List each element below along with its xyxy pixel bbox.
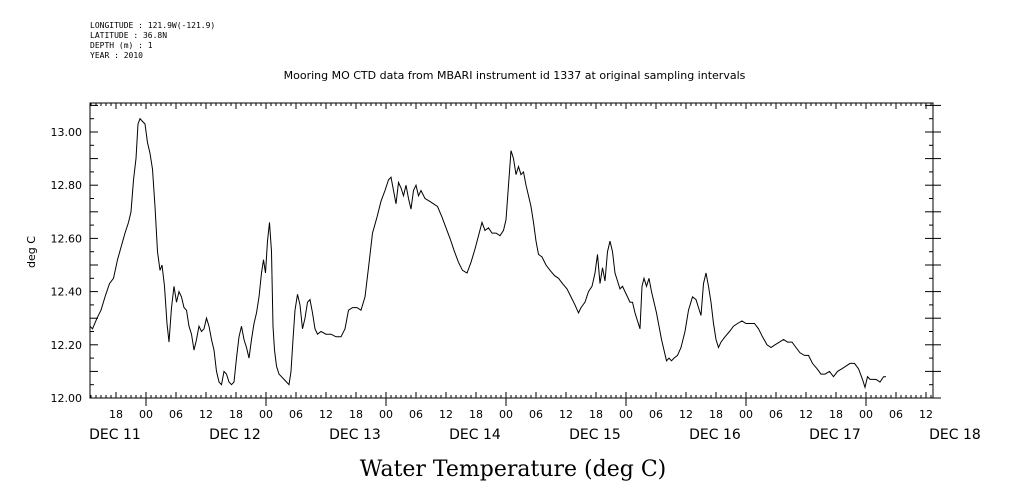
x-tick-label: 06 [889, 408, 903, 421]
x-tick-label: 18 [229, 408, 243, 421]
day-label: DEC 13 [329, 427, 381, 443]
x-tick-label: 12 [319, 408, 333, 421]
station-metadata: LONGITUDE : 121.9W(-121.9) LATITUDE : 36… [90, 21, 215, 61]
y-tick-label: 12.40 [51, 286, 83, 299]
x-tick-label: 18 [589, 408, 603, 421]
x-tick-label: 18 [349, 408, 363, 421]
y-tick-label: 12.00 [51, 392, 83, 405]
day-labels: DEC 11 DEC 12 DEC 13 DEC 14 DEC 15 DEC 16 DEC … [89, 427, 981, 443]
x-tick-label: 12 [919, 408, 933, 421]
day-label: DEC 14 [449, 427, 501, 443]
y-tick-label: 12.80 [51, 179, 83, 192]
x-tick-label: 12 [679, 408, 693, 421]
x-tick-label: 00 [859, 408, 873, 421]
x-tick-label: 00 [259, 408, 273, 421]
x-tick-label: 06 [529, 408, 543, 421]
day-label: DEC 17 [809, 427, 861, 443]
x-tick-label: 06 [649, 408, 663, 421]
day-label: DEC 11 [89, 427, 141, 443]
x-tick-label: 06 [769, 408, 783, 421]
axis-ticks [90, 103, 941, 406]
day-label: DEC 18 [929, 427, 981, 443]
x-tick-label: 12 [199, 408, 213, 421]
x-tick-label: 00 [139, 408, 153, 421]
temperature-series-line [89, 117, 886, 390]
day-label: DEC 15 [569, 427, 621, 443]
x-axis-label: Water Temperature (deg C) [360, 457, 667, 482]
x-tick-label: 18 [829, 408, 843, 421]
y-tick-labels: 12.00 12.20 12.40 12.60 12.80 13.00 [51, 126, 83, 405]
x-tick-labels: 18 00 06 12 18 00 06 12 18 00 06 12 18 00 06 12 18 00 06 12… [109, 408, 933, 421]
latitude-label: LATITUDE : 36.8N [90, 31, 168, 40]
x-tick-label: 00 [499, 408, 513, 421]
year-label: YEAR : 2010 [90, 51, 143, 60]
day-label: DEC 12 [209, 427, 261, 443]
x-tick-label: 12 [439, 408, 453, 421]
y-tick-label: 12.60 [51, 232, 83, 245]
y-tick-label: 13.00 [51, 126, 83, 139]
y-axis-label: deg C [25, 236, 38, 268]
longitude-label: LONGITUDE : 121.9W(-121.9) [90, 21, 216, 30]
depth-label: DEPTH (m) : 1 [90, 41, 153, 50]
x-tick-label: 06 [289, 408, 303, 421]
x-tick-label: 06 [169, 408, 183, 421]
x-tick-label: 18 [469, 408, 483, 421]
x-tick-label: 18 [709, 408, 723, 421]
x-tick-label: 06 [409, 408, 423, 421]
x-tick-label: 18 [109, 408, 123, 421]
x-tick-label: 00 [379, 408, 393, 421]
plot-frame [89, 102, 934, 399]
x-tick-label: 00 [739, 408, 753, 421]
y-tick-label: 12.20 [51, 339, 83, 352]
x-tick-label: 00 [619, 408, 633, 421]
x-tick-label: 12 [799, 408, 813, 421]
day-label: DEC 16 [689, 427, 741, 443]
x-tick-label: 12 [559, 408, 573, 421]
chart-title: Mooring MO CTD data from MBARI instrumen… [283, 69, 746, 82]
